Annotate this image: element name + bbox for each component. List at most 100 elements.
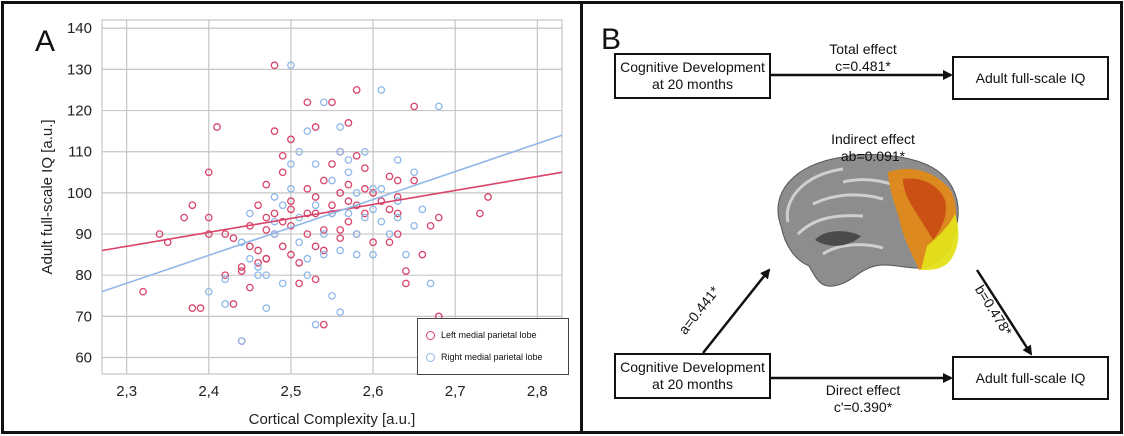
left-lobe-point	[229, 300, 238, 308]
right-lobe-point	[303, 271, 312, 280]
left-lobe-point	[393, 176, 402, 185]
left-lobe-point	[344, 217, 353, 226]
left-lobe-point	[402, 279, 410, 288]
right-lobe-point	[278, 279, 287, 288]
left-lobe-point	[254, 246, 262, 255]
top-right-box-text: Adult full-scale IQ	[975, 69, 1086, 86]
left-lobe-point	[311, 275, 320, 284]
x-tick-label: 2,7	[445, 383, 466, 400]
right-lobe-point	[336, 123, 345, 131]
right-lobe-point	[221, 275, 230, 284]
left-lobe-point	[287, 250, 295, 259]
left-lobe-point	[344, 119, 353, 127]
right-lobe-point	[377, 217, 386, 226]
left-lobe-point	[402, 267, 410, 275]
indirect-effect-title: Indirect effect	[831, 131, 915, 147]
left-lobe-point	[319, 320, 328, 329]
left-lobe-point	[213, 123, 221, 131]
left-lobe-point	[426, 221, 435, 230]
left-lobe-point	[262, 254, 271, 263]
x-axis-label: Cortical Complexity [a.u.]	[249, 411, 416, 428]
left-lobe-point	[262, 226, 271, 234]
left-lobe-point	[229, 234, 238, 243]
bottom-cognitive-development-box: Cognitive Development at 20 months	[614, 353, 771, 399]
left-lobe-point	[204, 168, 213, 177]
right-lobe-point	[319, 98, 328, 107]
left-lobe-point	[303, 209, 312, 218]
legend-item-left: Left medial parietal lobe	[426, 329, 537, 341]
x-tick-label: 2,4	[198, 383, 219, 400]
left-lobe-point	[434, 213, 443, 222]
right-lobe-point	[426, 279, 435, 288]
y-tick-label: 130	[67, 61, 92, 78]
right-lobe-point	[361, 213, 369, 222]
left-lobe-point	[377, 197, 386, 205]
left-lobe-point	[476, 209, 484, 218]
bottom-adult-iq-box: Adult full-scale IQ	[952, 356, 1109, 400]
left-lobe-point	[278, 168, 287, 177]
left-lobe-point	[484, 193, 492, 201]
left-lobe-point	[221, 271, 230, 280]
panel-a-frame: A 2,3 2,4 2,5 2,6 2,7 2,8 60 70 80 90 100 110 120 130…	[1, 1, 583, 434]
right-lobe-point	[254, 271, 262, 280]
left-lobe-point	[262, 213, 271, 222]
left-lobe-point	[188, 304, 197, 312]
path-a-arrow	[702, 268, 771, 354]
direct-effect-label: Direct effect c'=0.390*	[803, 382, 923, 416]
left-lobe-point	[361, 184, 369, 193]
indirect-effect-label: Indirect effect ab=0.091*	[808, 131, 938, 165]
left-lobe-point	[270, 127, 279, 135]
y-tick-label: 90	[75, 226, 92, 243]
left-lobe-point	[287, 205, 295, 214]
mediation-arrows	[702, 70, 1033, 383]
scatter-chart: 2,3 2,4 2,5 2,6 2,7 2,8 60 70 80 90 100 110 120 130 14…	[39, 19, 563, 428]
left-lobe-point	[237, 267, 246, 275]
panel-b-letter: B	[601, 23, 622, 56]
left-lobe-point	[369, 189, 377, 197]
left-lobe-point	[254, 259, 262, 267]
left-lobe-point	[328, 160, 336, 168]
left-lobe-point	[393, 230, 402, 238]
left-lobe-point	[418, 250, 427, 259]
top-cognitive-development-box: Cognitive Development at 20 months	[614, 53, 771, 99]
x-tick-label: 2,8	[527, 383, 548, 400]
right-lobe-point	[344, 156, 353, 164]
total-effect-value: c=0.481*	[835, 58, 891, 74]
total-effect-title: Total effect	[829, 41, 897, 57]
left-lobe-point	[287, 197, 295, 205]
left-lobe-point	[385, 172, 394, 181]
right-lobe-point	[410, 168, 418, 177]
right-lobe-point	[287, 160, 295, 168]
right-lobe-point	[295, 147, 303, 156]
right-lobe-point	[311, 320, 320, 329]
right-lobe-point	[336, 147, 345, 156]
right-lobe-point	[336, 308, 345, 317]
right-lobe-point	[361, 147, 369, 156]
left-lobe-point	[295, 259, 303, 267]
right-lobe-point	[410, 221, 418, 230]
left-lobe-point	[352, 151, 361, 160]
right-lobe-point	[254, 263, 262, 271]
legend-label-right: Right medial parietal lobe	[441, 352, 543, 362]
y-tick-label: 110	[68, 144, 92, 161]
bottom-left-box-line2: at 20 months	[652, 376, 733, 392]
left-lobe-point	[278, 217, 287, 226]
left-lobe-fit-line	[101, 171, 563, 252]
left-lobe-point	[155, 230, 164, 238]
right-lobe-point	[385, 230, 394, 238]
x-tick-label: 2,3	[116, 383, 137, 400]
legend-item-right: Right medial parietal lobe	[426, 351, 543, 363]
right-lobe-point	[303, 127, 312, 135]
right-lobe-point	[287, 184, 295, 193]
right-lobe-point	[278, 201, 287, 210]
right-lobe-point	[369, 250, 377, 259]
right-lobe-point	[328, 209, 336, 218]
legend: Left medial parietal lobe Right medial p…	[417, 318, 569, 375]
right-lobe-point	[262, 304, 271, 312]
left-lobe-point	[303, 184, 312, 193]
left-lobe-point	[303, 98, 312, 107]
left-lobe-point	[328, 98, 336, 107]
direct-effect-value: c'=0.390*	[833, 399, 893, 415]
bottom-left-box-line1: Cognitive Development	[620, 359, 765, 375]
left-lobe-point	[278, 242, 287, 251]
